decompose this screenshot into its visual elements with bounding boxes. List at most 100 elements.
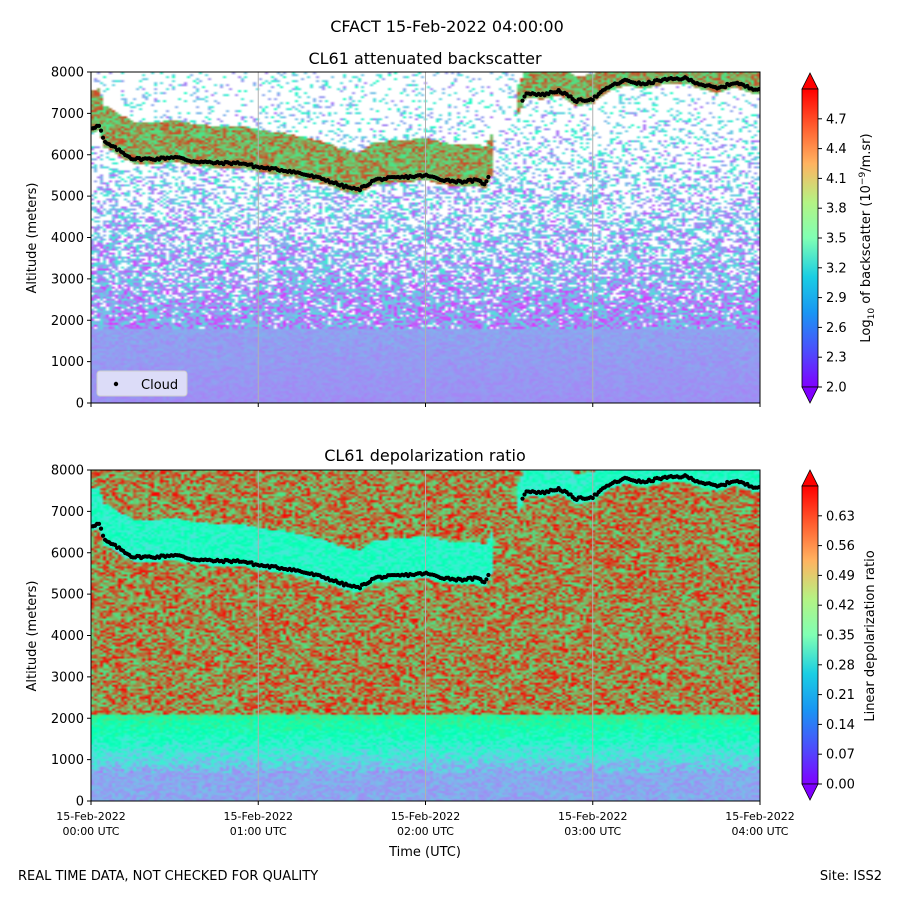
cloud-point (723, 85, 728, 90)
x-tick-time: 00:00 UTC (62, 825, 119, 838)
y-tick-label: 7000 (51, 505, 84, 520)
colorbar-tick-label: 0.07 (826, 748, 855, 763)
y-tick-label: 0 (76, 795, 84, 810)
colorbar-tick-label: 0.00 (826, 778, 855, 793)
x-tick-time: 03:00 UTC (564, 825, 621, 838)
backscatter-heatmap (91, 72, 760, 403)
colorbar-tick-label: 3.2 (826, 261, 847, 276)
cloud-point (112, 144, 118, 149)
colorbar-bottom-extend-icon (801, 386, 819, 404)
cloud-point (100, 533, 106, 538)
cloud-point (522, 94, 527, 99)
backscatter-ylabel: Altitude (meters) (25, 183, 40, 294)
x-axis-label: Time (UTC) (388, 845, 461, 860)
cloud-point (100, 135, 106, 140)
backscatter-gridlines (257, 72, 594, 403)
backscatter-y-axis: 0 1000 2000 3000 4000 5000 6000 7000 8000 (51, 66, 91, 412)
cloud-point (112, 542, 118, 547)
depolarization-ylabel: Altitude (meters) (25, 581, 40, 692)
y-tick-label: 4000 (51, 629, 84, 644)
cloud-point (96, 123, 102, 128)
x-tick-date: 15-Feb-2022 (224, 810, 293, 823)
colorbar-tick-label: 4.4 (826, 142, 847, 157)
y-tick-label: 5000 (51, 190, 84, 205)
colorbar-bar (801, 88, 819, 388)
colorbar-tick-label: 2.9 (826, 291, 847, 306)
backscatter-title: CL61 attenuated backscatter (308, 49, 542, 68)
y-tick-label: 6000 (51, 148, 84, 163)
y-tick-label: 8000 (51, 464, 84, 479)
cloud-point (757, 86, 760, 92)
y-tick-label: 4000 (51, 231, 84, 246)
colorbar-tick-label: 0.21 (826, 688, 855, 703)
cloud-point (357, 586, 363, 591)
colorbar-ticks: 0.00 0.07 0.14 0.21 0.28 0.35 0.42 0.49 0.56 0.63 (818, 509, 855, 793)
colorbar-tick-label: 0.28 (826, 658, 855, 673)
backscatter-colorbar: 2.0 2.3 2.6 2.9 3.2 3.5 3.8 4.1 4.4 4.7 Log10 of … (801, 72, 877, 404)
depolarization-title: CL61 depolarization ratio (324, 446, 526, 465)
cloud-point (757, 484, 760, 490)
black-dot-icon (113, 381, 119, 387)
cloud-point (590, 97, 595, 103)
depolarization-y-axis: 0 1000 2000 3000 4000 5000 6000 7000 8000 (51, 464, 91, 810)
x-tick-time: 02:00 UTC (397, 825, 454, 838)
cloud-point (590, 495, 595, 501)
x-tick-date: 15-Feb-2022 (56, 810, 125, 823)
cloud-point (486, 572, 491, 578)
colorbar-ticks: 2.0 2.3 2.6 2.9 3.2 3.5 3.8 4.1 4.4 4.7 (818, 112, 847, 396)
colorbar-tick-label: 4.7 (826, 112, 847, 127)
backscatter-colorbar-label: Log10 of backscatter (10−9/m.sr) (858, 133, 877, 342)
y-tick-label: 1000 (51, 355, 84, 370)
x-tick-date: 15-Feb-2022 (391, 810, 460, 823)
x-tick-date: 15-Feb-2022 (725, 810, 794, 823)
y-tick-label: 2000 (51, 314, 84, 329)
legend-box (96, 370, 188, 397)
colorbar-tick-label: 3.5 (826, 232, 847, 247)
colorbar-top-extend-icon (801, 469, 819, 487)
colorbar-tick-label: 0.35 (826, 629, 855, 644)
colorbar-tick-label: 0.42 (826, 599, 855, 614)
y-tick-label: 5000 (51, 588, 84, 603)
legend-label-cloud: Cloud (141, 378, 178, 393)
cloud-point (520, 98, 525, 103)
colorbar-tick-label: 0.63 (826, 509, 855, 524)
y-tick-label: 3000 (51, 670, 84, 685)
cloud-point (723, 483, 728, 488)
y-tick-label: 0 (76, 397, 84, 412)
colorbar-tick-label: 3.8 (826, 202, 847, 217)
colorbar-tick-label: 2.3 (826, 351, 847, 366)
colorbar-tick-label: 0.49 (826, 569, 855, 584)
x-tick-date: 15-Feb-2022 (558, 810, 627, 823)
x-tick-time: 01:00 UTC (230, 825, 287, 838)
y-tick-label: 3000 (51, 272, 84, 287)
backscatter-x-ticks (90, 403, 761, 407)
cloud-point (357, 188, 363, 193)
colorbar-tick-label: 4.1 (826, 172, 847, 187)
depolarization-gridlines (257, 470, 594, 801)
cloud-point (484, 179, 489, 184)
y-tick-label: 6000 (51, 546, 84, 561)
cloud-point (96, 521, 102, 526)
cloud-point (98, 128, 104, 133)
colorbar-tick-label: 0.14 (826, 718, 855, 733)
depolarization-colorbar-label: Linear depolarization ratio (863, 550, 878, 721)
cloud-legend: Cloud (96, 370, 188, 397)
backscatter-panel: CL61 attenuated backscatter 0 1000 2000 300… (25, 49, 877, 412)
depolarization-heatmap (91, 470, 760, 801)
colorbar-tick-label: 2.6 (826, 321, 847, 336)
footer-site: Site: ISS2 (819, 869, 882, 884)
colorbar-bottom-extend-icon (801, 783, 819, 801)
colorbar-tick-label: 2.0 (826, 381, 847, 396)
cloud-point (484, 577, 489, 582)
colorbar-tick-label: 0.56 (826, 539, 855, 554)
cloud-point (520, 496, 525, 501)
depolarization-panel: CL61 depolarization ratio 0 1000 2000 3000 4… (25, 446, 878, 860)
figure-suptitle: CFACT 15-Feb-2022 04:00:00 (330, 17, 564, 36)
y-tick-label: 8000 (51, 66, 84, 81)
x-tick-time: 04:00 UTC (731, 825, 788, 838)
cloud-point (486, 174, 491, 180)
cloud-point (98, 526, 104, 531)
depolarization-colorbar: 0.00 0.07 0.14 0.21 0.28 0.35 0.42 0.49 0.56 0.63… (801, 469, 878, 801)
depolarization-cloud-points (91, 473, 760, 591)
